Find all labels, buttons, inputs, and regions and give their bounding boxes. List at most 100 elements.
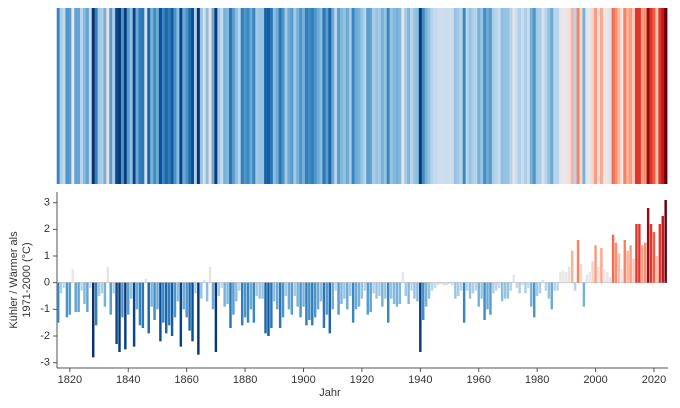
stripe — [474, 8, 478, 184]
stripe — [579, 8, 583, 184]
x-tick-label: 1920 — [350, 374, 374, 386]
stripe — [331, 8, 335, 184]
bar — [436, 282, 440, 286]
stripe — [246, 8, 250, 184]
stripe — [188, 8, 192, 184]
bar — [606, 272, 609, 283]
stripe — [319, 8, 323, 184]
stripe — [588, 8, 592, 184]
stripe — [655, 8, 659, 184]
y-tick-label: 1 — [44, 250, 50, 262]
stripe — [196, 8, 201, 184]
stripe — [252, 8, 256, 184]
stripe — [488, 8, 493, 184]
bar — [316, 282, 320, 310]
bar — [454, 282, 457, 299]
bar — [649, 224, 653, 283]
bar — [585, 274, 589, 283]
bar — [308, 282, 311, 320]
bar — [626, 250, 629, 283]
stripe — [91, 8, 95, 184]
stripe — [299, 8, 303, 184]
stripe — [307, 8, 312, 184]
stripe — [150, 8, 154, 184]
stripe — [322, 8, 326, 184]
x-tick-label: 1960 — [466, 374, 490, 386]
stripe — [103, 8, 107, 184]
bar — [471, 282, 475, 294]
stripe — [646, 8, 650, 184]
stripe — [337, 8, 341, 184]
stripe — [340, 8, 344, 184]
bar — [240, 282, 244, 326]
bar — [416, 282, 419, 302]
bar — [278, 282, 282, 328]
bar — [448, 282, 451, 284]
bar — [334, 282, 337, 291]
stripe — [284, 8, 288, 184]
bar — [550, 282, 553, 310]
bar — [401, 272, 405, 283]
stripe — [71, 8, 75, 184]
stripe — [413, 8, 417, 184]
stripe — [430, 8, 434, 184]
stripe — [138, 8, 142, 184]
bar — [349, 282, 352, 296]
bar — [162, 282, 165, 323]
stripe — [529, 8, 534, 184]
stripe — [281, 8, 285, 184]
stripe — [354, 8, 358, 184]
bar — [363, 282, 367, 291]
bar — [486, 282, 489, 310]
bar — [337, 282, 340, 315]
bar — [378, 282, 381, 296]
bar — [544, 282, 548, 291]
bar — [582, 282, 586, 307]
stripe — [483, 8, 487, 184]
stripe — [398, 8, 402, 184]
bar — [287, 282, 291, 310]
stripe — [351, 8, 355, 184]
bar — [419, 282, 422, 352]
bar — [392, 282, 396, 304]
bar — [597, 266, 600, 283]
bar — [614, 242, 618, 283]
bar — [112, 282, 115, 294]
bar — [422, 282, 425, 320]
stripe — [275, 8, 279, 184]
y-tick-label: -2 — [40, 330, 50, 342]
stripe — [185, 8, 189, 184]
stripe — [395, 8, 399, 184]
bar — [115, 282, 118, 344]
bar — [205, 282, 209, 302]
stripe — [538, 8, 542, 184]
stripe — [208, 8, 212, 184]
bar — [89, 282, 92, 288]
bar — [620, 269, 624, 283]
stripe — [591, 8, 595, 184]
stripe — [363, 8, 367, 184]
bar — [129, 282, 133, 299]
bar — [492, 282, 495, 294]
stripe — [415, 8, 420, 184]
bar — [200, 282, 203, 299]
stripe — [582, 8, 586, 184]
bar — [535, 282, 539, 296]
bar — [357, 282, 361, 307]
stripe — [623, 8, 627, 184]
stripe — [109, 8, 113, 184]
stripe — [439, 8, 443, 184]
stripe — [342, 8, 347, 184]
bar — [360, 282, 364, 299]
bar — [459, 282, 463, 291]
bar — [410, 282, 413, 291]
stripe — [570, 8, 574, 184]
bar — [562, 270, 565, 283]
stripe — [182, 8, 186, 184]
stripe — [450, 8, 455, 184]
bar — [165, 282, 168, 334]
stripe — [77, 8, 81, 184]
stripe — [234, 8, 239, 184]
stripe — [424, 8, 428, 184]
bar — [144, 278, 148, 283]
